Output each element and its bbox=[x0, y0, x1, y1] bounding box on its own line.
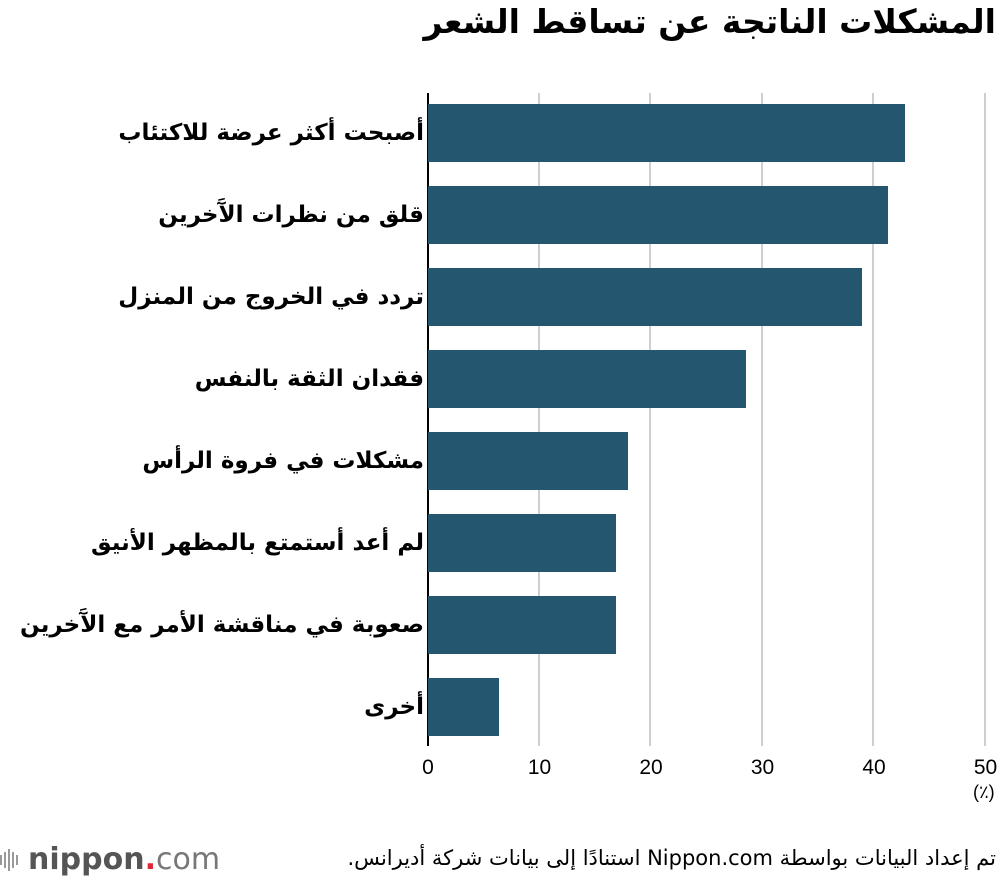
gridline bbox=[760, 93, 763, 746]
logo-dot: . bbox=[144, 842, 156, 877]
logo-bars-icon bbox=[0, 848, 18, 871]
logo-suffix: com bbox=[155, 842, 221, 877]
bar bbox=[428, 678, 500, 736]
bar bbox=[428, 186, 889, 244]
category-label: تردد في الخروج من المنزل bbox=[118, 284, 424, 310]
bar bbox=[428, 268, 862, 326]
y-axis-line bbox=[427, 93, 429, 746]
x-tick-label: 50 bbox=[973, 756, 998, 779]
x-tick-label: 30 bbox=[750, 756, 775, 779]
gridline bbox=[872, 93, 874, 746]
bar bbox=[428, 350, 746, 408]
bar bbox=[428, 596, 617, 654]
category-label: صعوبة في مناقشة الأمر مع الآَخرين bbox=[20, 612, 424, 638]
logo-brand: nippon bbox=[28, 842, 145, 877]
gridline bbox=[983, 93, 986, 746]
category-label: أصبحت أكثر عرضة للاكتئاب bbox=[118, 120, 424, 146]
x-tick-label: 20 bbox=[639, 756, 663, 779]
category-label: مشكلات في فروة الرأس bbox=[142, 448, 424, 474]
x-tick-label: 40 bbox=[862, 756, 886, 779]
nippon-logo: nippon. com bbox=[0, 842, 220, 877]
bar bbox=[428, 514, 617, 572]
x-tick-label: 0 bbox=[422, 756, 434, 779]
x-tick-label: 10 bbox=[527, 756, 552, 779]
unit-label: (٪) bbox=[973, 782, 995, 802]
category-label: أخرى bbox=[364, 694, 424, 720]
gridline bbox=[537, 93, 540, 746]
bar bbox=[428, 104, 906, 162]
chart-title: المشكلات الناتجة عن تساقط الشعر bbox=[423, 2, 996, 41]
category-label: فقدان الثقة بالنفس bbox=[194, 366, 424, 392]
gridline bbox=[649, 93, 651, 746]
category-label: لم أعد أستمتع بالمظهر الأنيق bbox=[91, 530, 424, 556]
bar bbox=[428, 432, 628, 490]
source-note: تم إعداد البيانات بواسطة Nippon.com استن… bbox=[347, 846, 997, 870]
plot-area bbox=[427, 93, 987, 746]
category-label: قلق من نظرات الآَخرين bbox=[158, 202, 424, 228]
